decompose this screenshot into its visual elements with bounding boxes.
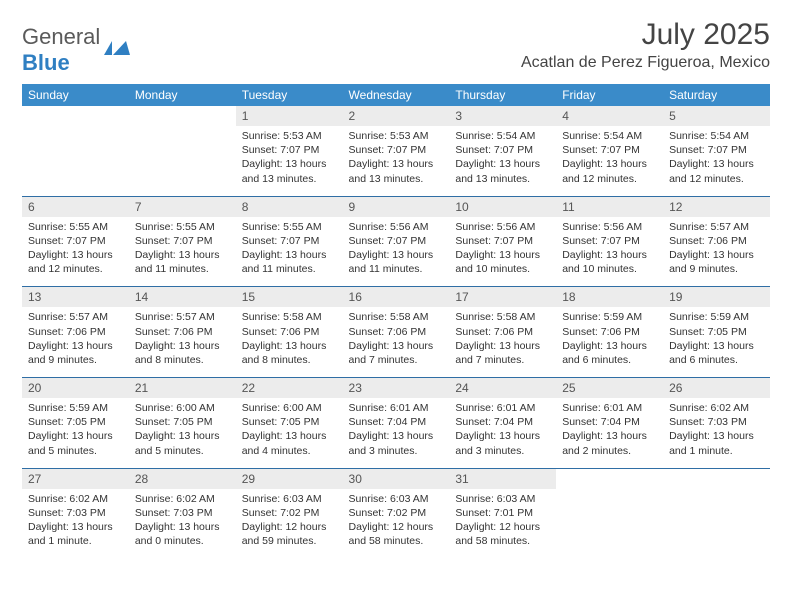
day-number-cell: [129, 106, 236, 126]
day-number-cell: 2: [343, 106, 450, 126]
day-number-cell: 1: [236, 106, 343, 126]
day-number-cell: 7: [129, 197, 236, 217]
day-number-cell: 4: [556, 106, 663, 126]
day-number-cell: 24: [449, 378, 556, 398]
day-number-cell: 29: [236, 469, 343, 489]
day-number-cell: 18: [556, 287, 663, 307]
day-detail-cell: Sunrise: 6:03 AMSunset: 7:02 PMDaylight:…: [343, 489, 450, 559]
day-number-cell: 23: [343, 378, 450, 398]
day-number-cell: 9: [343, 197, 450, 217]
day-number-cell: 26: [663, 378, 770, 398]
day-number-cell: 22: [236, 378, 343, 398]
day-detail-cell: Sunrise: 5:56 AMSunset: 7:07 PMDaylight:…: [556, 217, 663, 287]
day-detail-cell: [129, 126, 236, 196]
day-number-cell: 3: [449, 106, 556, 126]
day-number-cell: 20: [22, 378, 129, 398]
day-number-row: 2728293031: [22, 469, 770, 489]
day-detail-cell: Sunrise: 5:59 AMSunset: 7:06 PMDaylight:…: [556, 307, 663, 377]
day-number-cell: 11: [556, 197, 663, 217]
day-number-cell: [22, 106, 129, 126]
day-detail-cell: Sunrise: 6:02 AMSunset: 7:03 PMDaylight:…: [663, 398, 770, 468]
day-detail-cell: Sunrise: 5:55 AMSunset: 7:07 PMDaylight:…: [22, 217, 129, 287]
logo: General Blue: [22, 24, 130, 76]
day-detail-cell: Sunrise: 5:57 AMSunset: 7:06 PMDaylight:…: [663, 217, 770, 287]
day-detail-cell: Sunrise: 5:55 AMSunset: 7:07 PMDaylight:…: [236, 217, 343, 287]
day-detail-cell: Sunrise: 5:54 AMSunset: 7:07 PMDaylight:…: [449, 126, 556, 196]
day-number-cell: 15: [236, 287, 343, 307]
dow-monday: Monday: [129, 84, 236, 106]
day-detail-cell: Sunrise: 6:02 AMSunset: 7:03 PMDaylight:…: [22, 489, 129, 559]
day-detail-cell: Sunrise: 5:58 AMSunset: 7:06 PMDaylight:…: [343, 307, 450, 377]
day-number-cell: 27: [22, 469, 129, 489]
day-detail-cell: Sunrise: 5:58 AMSunset: 7:06 PMDaylight:…: [236, 307, 343, 377]
day-detail-cell: [22, 126, 129, 196]
day-detail-row: Sunrise: 5:57 AMSunset: 7:06 PMDaylight:…: [22, 307, 770, 377]
day-number-cell: 25: [556, 378, 663, 398]
month-title: July 2025: [521, 18, 770, 52]
day-number-cell: 10: [449, 197, 556, 217]
day-detail-cell: Sunrise: 5:54 AMSunset: 7:07 PMDaylight:…: [663, 126, 770, 196]
day-number-cell: 31: [449, 469, 556, 489]
day-detail-cell: Sunrise: 5:53 AMSunset: 7:07 PMDaylight:…: [236, 126, 343, 196]
day-number-row: 13141516171819: [22, 287, 770, 307]
day-detail-cell: Sunrise: 5:54 AMSunset: 7:07 PMDaylight:…: [556, 126, 663, 196]
day-detail-cell: Sunrise: 5:59 AMSunset: 7:05 PMDaylight:…: [663, 307, 770, 377]
day-detail-row: Sunrise: 5:59 AMSunset: 7:05 PMDaylight:…: [22, 398, 770, 468]
day-number-cell: 16: [343, 287, 450, 307]
dow-friday: Friday: [556, 84, 663, 106]
day-number-cell: 5: [663, 106, 770, 126]
day-number-cell: 12: [663, 197, 770, 217]
logo-flag-icon: [104, 41, 130, 59]
day-detail-row: Sunrise: 5:53 AMSunset: 7:07 PMDaylight:…: [22, 126, 770, 196]
logo-text: General Blue: [22, 24, 100, 76]
day-number-cell: 21: [129, 378, 236, 398]
day-detail-cell: Sunrise: 6:03 AMSunset: 7:01 PMDaylight:…: [449, 489, 556, 559]
day-number-row: 12345: [22, 106, 770, 126]
day-number-cell: 13: [22, 287, 129, 307]
day-detail-cell: Sunrise: 6:01 AMSunset: 7:04 PMDaylight:…: [343, 398, 450, 468]
day-of-week-row: Sunday Monday Tuesday Wednesday Thursday…: [22, 84, 770, 106]
day-detail-cell: Sunrise: 5:56 AMSunset: 7:07 PMDaylight:…: [449, 217, 556, 287]
day-number-cell: 6: [22, 197, 129, 217]
day-number-row: 6789101112: [22, 197, 770, 217]
day-number-cell: [663, 469, 770, 489]
day-detail-cell: [663, 489, 770, 559]
day-number-cell: [556, 469, 663, 489]
dow-wednesday: Wednesday: [343, 84, 450, 106]
day-detail-cell: Sunrise: 5:58 AMSunset: 7:06 PMDaylight:…: [449, 307, 556, 377]
day-detail-cell: Sunrise: 6:01 AMSunset: 7:04 PMDaylight:…: [556, 398, 663, 468]
day-detail-row: Sunrise: 6:02 AMSunset: 7:03 PMDaylight:…: [22, 489, 770, 559]
day-detail-cell: Sunrise: 6:00 AMSunset: 7:05 PMDaylight:…: [236, 398, 343, 468]
logo-word-1: General: [22, 24, 100, 49]
day-number-cell: 19: [663, 287, 770, 307]
day-detail-cell: Sunrise: 5:59 AMSunset: 7:05 PMDaylight:…: [22, 398, 129, 468]
day-detail-cell: Sunrise: 5:56 AMSunset: 7:07 PMDaylight:…: [343, 217, 450, 287]
dow-tuesday: Tuesday: [236, 84, 343, 106]
day-detail-cell: Sunrise: 5:55 AMSunset: 7:07 PMDaylight:…: [129, 217, 236, 287]
day-detail-cell: Sunrise: 5:57 AMSunset: 7:06 PMDaylight:…: [129, 307, 236, 377]
day-detail-row: Sunrise: 5:55 AMSunset: 7:07 PMDaylight:…: [22, 217, 770, 287]
day-number-cell: 30: [343, 469, 450, 489]
day-detail-cell: Sunrise: 6:01 AMSunset: 7:04 PMDaylight:…: [449, 398, 556, 468]
day-number-cell: 28: [129, 469, 236, 489]
calendar-table: Sunday Monday Tuesday Wednesday Thursday…: [22, 84, 770, 558]
logo-word-2: Blue: [22, 50, 70, 75]
day-detail-cell: [556, 489, 663, 559]
day-number-cell: 8: [236, 197, 343, 217]
location: Acatlan de Perez Figueroa, Mexico: [521, 54, 770, 72]
day-detail-cell: Sunrise: 5:53 AMSunset: 7:07 PMDaylight:…: [343, 126, 450, 196]
day-number-row: 20212223242526: [22, 378, 770, 398]
day-number-cell: 14: [129, 287, 236, 307]
dow-saturday: Saturday: [663, 84, 770, 106]
dow-thursday: Thursday: [449, 84, 556, 106]
day-detail-cell: Sunrise: 5:57 AMSunset: 7:06 PMDaylight:…: [22, 307, 129, 377]
day-detail-cell: Sunrise: 6:02 AMSunset: 7:03 PMDaylight:…: [129, 489, 236, 559]
day-detail-cell: Sunrise: 6:00 AMSunset: 7:05 PMDaylight:…: [129, 398, 236, 468]
day-number-cell: 17: [449, 287, 556, 307]
day-detail-cell: Sunrise: 6:03 AMSunset: 7:02 PMDaylight:…: [236, 489, 343, 559]
dow-sunday: Sunday: [22, 84, 129, 106]
